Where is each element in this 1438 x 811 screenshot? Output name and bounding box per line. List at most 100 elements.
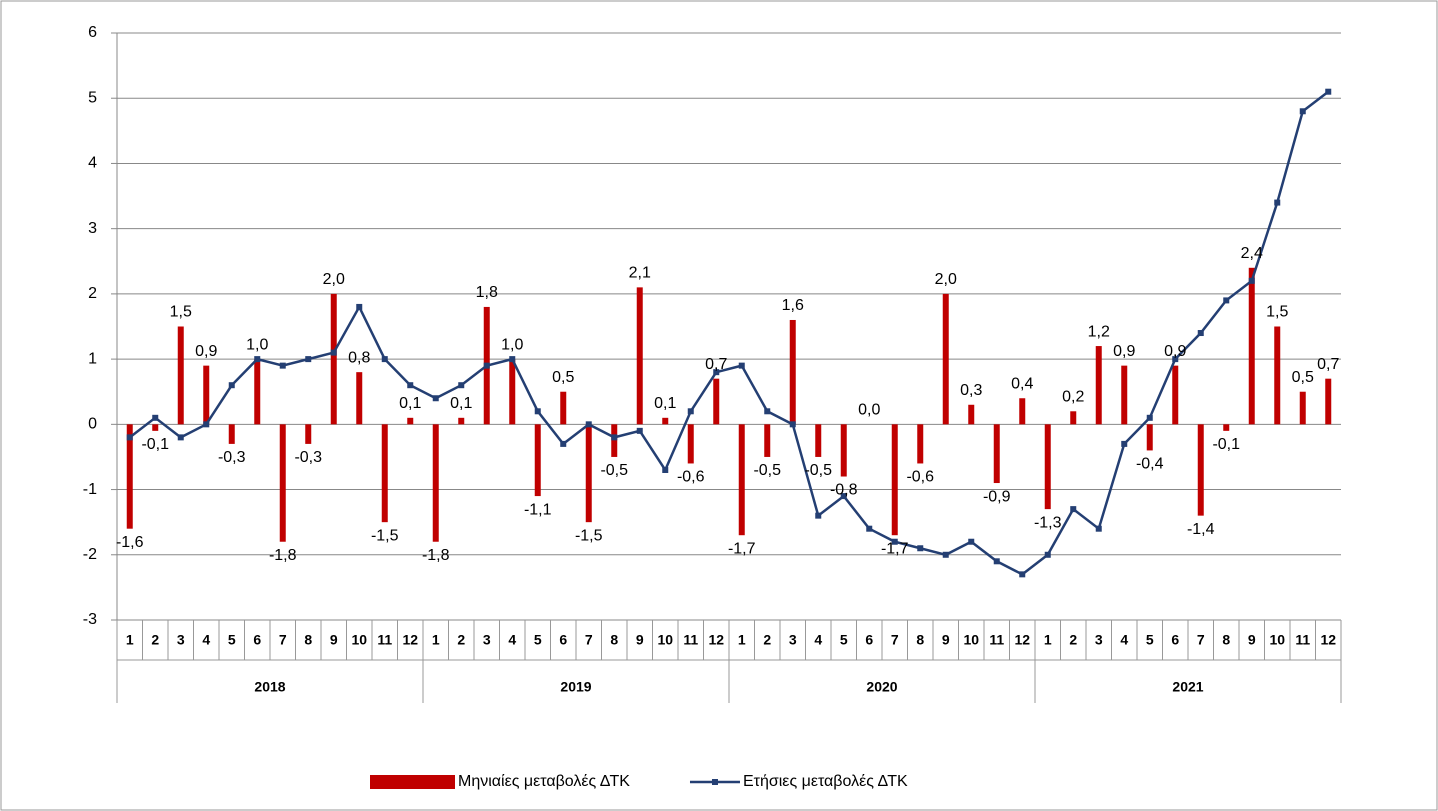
y-tick-label: -2: [83, 546, 97, 563]
bar: [1197, 424, 1204, 516]
x-tick-label: 6: [559, 632, 567, 648]
data-label: -1,7: [881, 540, 909, 557]
x-tick-label: 10: [351, 632, 367, 648]
data-label: 1,5: [1266, 304, 1288, 321]
x-tick-label: 6: [865, 632, 873, 648]
line-marker: [534, 408, 541, 415]
line-marker: [1121, 440, 1128, 447]
data-label: -1,8: [422, 547, 450, 564]
bar: [381, 424, 388, 523]
line-marker: [611, 434, 618, 441]
data-label: 0,4: [1011, 375, 1033, 392]
data-label: 2,4: [1241, 245, 1263, 262]
line-marker: [1019, 571, 1026, 578]
line-marker: [381, 356, 388, 363]
x-tick-label: 2: [1069, 632, 1077, 648]
legend-label: Μηνιαίες μεταβολές ΔΤΚ: [458, 773, 630, 790]
data-label: -0,9: [983, 488, 1011, 505]
bar: [815, 424, 822, 457]
data-label: 0,8: [348, 349, 370, 366]
line-marker: [1299, 108, 1306, 115]
x-tick-label: 8: [610, 632, 618, 648]
line-marker: [407, 382, 414, 389]
x-tick-label: 8: [1222, 632, 1230, 648]
x-tick-label: 3: [483, 632, 491, 648]
x-tick-label: 3: [1095, 632, 1103, 648]
line-marker: [203, 421, 210, 428]
data-label: 0,1: [654, 395, 676, 412]
bar: [942, 293, 949, 425]
bar: [687, 424, 694, 464]
data-label: 0,9: [1164, 343, 1186, 360]
line-marker: [432, 395, 439, 402]
bar: [917, 424, 924, 464]
x-tick-label: 4: [508, 632, 516, 648]
data-label: 2,0: [935, 271, 957, 288]
y-tick-label: 1: [88, 350, 97, 367]
data-label: 2,1: [629, 265, 651, 282]
x-tick-label: 8: [916, 632, 924, 648]
data-label: 0,3: [960, 382, 982, 399]
line-marker: [458, 382, 465, 389]
x-tick-label: 1: [1044, 632, 1052, 648]
line-marker: [636, 427, 643, 434]
line-marker: [126, 434, 133, 441]
x-group-label: 2019: [560, 679, 591, 695]
x-group-label: 2020: [866, 679, 897, 695]
x-tick-label: 1: [432, 632, 440, 648]
bar: [509, 359, 516, 425]
data-label: 0,9: [1113, 343, 1135, 360]
data-label: -0,1: [141, 436, 169, 453]
bar: [305, 424, 312, 444]
bar: [585, 424, 592, 523]
x-tick-label: 4: [814, 632, 822, 648]
bar: [1172, 365, 1179, 425]
bar: [1274, 326, 1281, 425]
bar: [1019, 398, 1026, 425]
bar: [126, 424, 133, 529]
legend-marker: [711, 779, 718, 785]
data-label: 0,1: [450, 395, 472, 412]
x-tick-label: 1: [738, 632, 746, 648]
y-tick-label: 4: [88, 155, 97, 172]
x-tick-label: 2: [457, 632, 465, 648]
x-tick-label: 11: [1295, 632, 1310, 648]
y-tick-label: 5: [88, 89, 97, 106]
data-label: -0,1: [1212, 436, 1240, 453]
x-tick-label: 5: [534, 632, 542, 648]
bar: [330, 293, 337, 425]
data-label: 0,9: [195, 343, 217, 360]
data-label: -0,6: [677, 469, 705, 486]
x-tick-label: 11: [989, 632, 1004, 648]
line-marker: [1146, 414, 1153, 421]
y-tick-label: -1: [83, 481, 97, 498]
bar: [1095, 346, 1102, 425]
data-label: -1,3: [1034, 514, 1062, 531]
x-tick-label: 6: [1171, 632, 1179, 648]
line-marker: [228, 382, 235, 389]
x-tick-label: 5: [228, 632, 236, 648]
line-marker: [177, 434, 184, 441]
bar: [356, 372, 363, 425]
bar: [1223, 424, 1230, 431]
data-label: -1,7: [728, 540, 756, 557]
x-tick-label: 11: [377, 632, 392, 648]
x-tick-label: 3: [789, 632, 797, 648]
x-tick-label: 9: [330, 632, 338, 648]
x-tick-label: 12: [1320, 632, 1336, 648]
bar: [891, 424, 898, 536]
bar: [203, 365, 210, 425]
line-marker: [356, 303, 363, 310]
bar: [840, 424, 847, 477]
line-marker: [1274, 199, 1281, 206]
data-label: 0,5: [1292, 369, 1314, 386]
line-marker: [815, 512, 822, 519]
line-marker: [993, 558, 1000, 565]
data-label: 0,5: [552, 369, 574, 386]
data-label: -0,3: [294, 449, 322, 466]
line-marker: [330, 349, 337, 356]
bar: [713, 378, 720, 425]
bar: [228, 424, 235, 444]
